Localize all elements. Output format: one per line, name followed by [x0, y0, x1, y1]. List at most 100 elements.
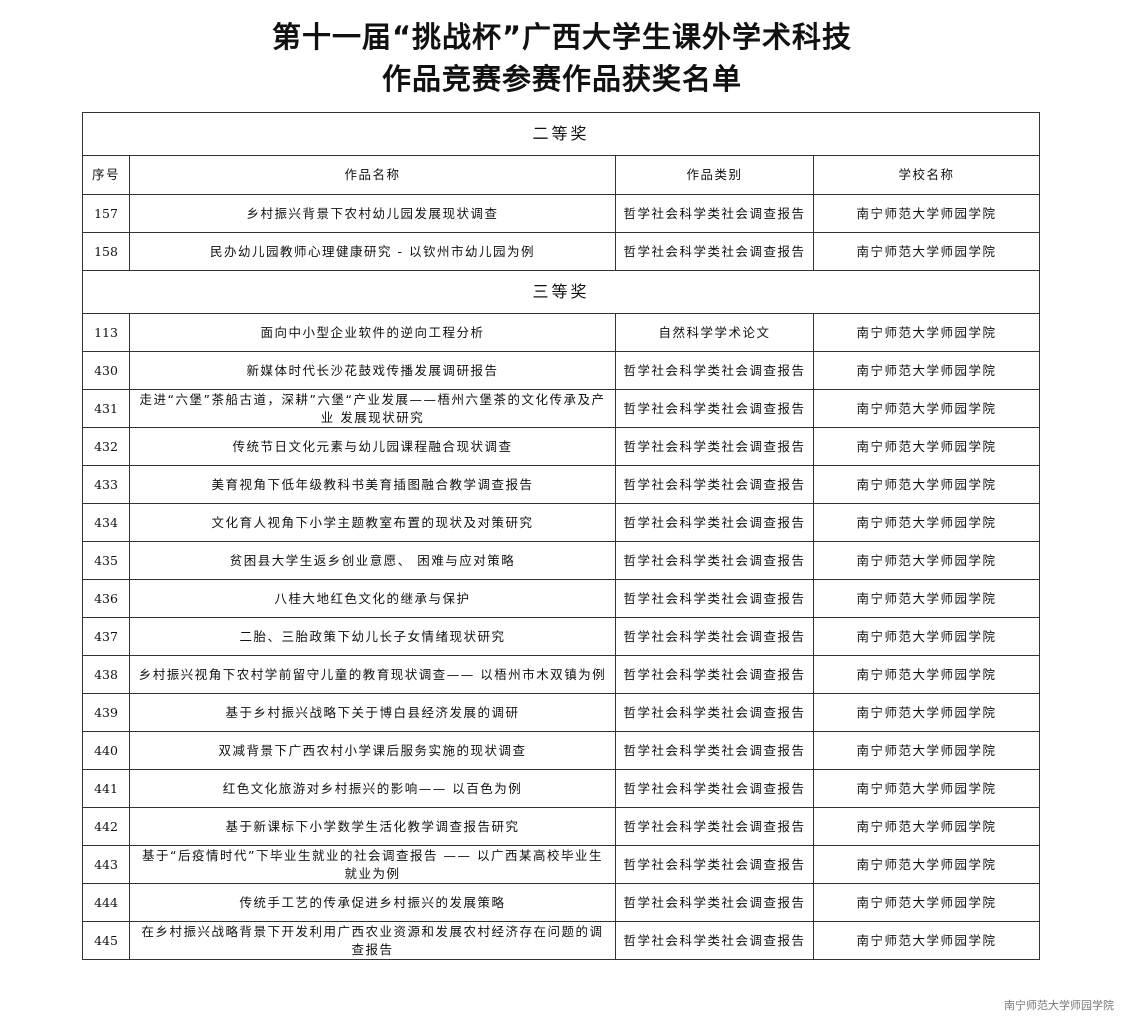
row-number: 434: [82, 503, 130, 542]
table-row: 113 面向中小型企业软件的逆向工程分析 自然科学学术论文 南宁师范大学师园学院: [82, 313, 1041, 352]
row-number: 437: [82, 617, 130, 656]
work-name: 民办幼儿园教师心理健康研究 - 以钦州市幼儿园为例: [129, 232, 616, 271]
work-name: 基于“后疫情时代”下毕业生就业的社会调查报告 —— 以广西某高校毕业生 就业为例: [129, 845, 616, 884]
work-category: 哲学社会科学类社会调查报告: [615, 389, 814, 428]
work-category: 哲学社会科学类社会调查报告: [615, 655, 814, 694]
table-row: 443 基于“后疫情时代”下毕业生就业的社会调查报告 —— 以广西某高校毕业生 就…: [82, 845, 1041, 884]
work-name: 乡村振兴视角下农村学前留守儿童的教育现状调查—— 以梧州市木双镇为例: [129, 655, 616, 694]
school-name: 南宁师范大学师园学院: [812, 845, 1041, 884]
school-name: 南宁师范大学师园学院: [812, 194, 1041, 233]
work-category: 哲学社会科学类社会调查报告: [615, 807, 814, 846]
row-number: 440: [82, 731, 130, 770]
footer-watermark: 南宁师范大学师园学院: [1004, 999, 1114, 1012]
work-name: 走进“六堡”茶船古道，深耕”六堡“产业发展——梧州六堡茶的文化传承及产业 发展现…: [129, 389, 616, 428]
work-name: 双减背景下广西农村小学课后服务实施的现状调查: [129, 731, 616, 770]
work-name: 面向中小型企业软件的逆向工程分析: [129, 313, 616, 352]
work-category: 哲学社会科学类社会调查报告: [615, 579, 814, 618]
row-number: 157: [82, 194, 130, 233]
school-name: 南宁师范大学师园学院: [812, 579, 1041, 618]
table-row: 444 传统手工艺的传承促进乡村振兴的发展策略 哲学社会科学类社会调查报告 南宁师范大…: [82, 883, 1041, 922]
table-row: 441 红色文化旅游对乡村振兴的影响—— 以百色为例 哲学社会科学类社会调查报告 南宁…: [82, 769, 1041, 808]
awards-table: 二等奖 序号 作品名称 作品类别 学校名称 157 乡村振兴背景下农村幼儿园发展现状调查 哲学…: [81, 112, 1041, 960]
table-row: 440 双减背景下广西农村小学课后服务实施的现状调查 哲学社会科学类社会调查报告 南宁…: [82, 731, 1041, 770]
table-row: 435 贫困县大学生返乡创业意愿、 困难与应对策略 哲学社会科学类社会调查报告 南宁师…: [82, 541, 1041, 580]
row-number: 443: [82, 845, 130, 884]
row-number: 439: [82, 693, 130, 732]
work-name: 乡村振兴背景下农村幼儿园发展现状调查: [129, 194, 616, 233]
work-category: 哲学社会科学类社会调查报告: [615, 845, 814, 884]
table-row: 431 走进“六堡”茶船古道，深耕”六堡“产业发展——梧州六堡茶的文化传承及产业 …: [82, 389, 1041, 428]
row-number: 430: [82, 351, 130, 390]
school-name: 南宁师范大学师园学院: [812, 389, 1041, 428]
school-name: 南宁师范大学师园学院: [812, 232, 1041, 271]
school-name: 南宁师范大学师园学院: [812, 351, 1041, 390]
school-name: 南宁师范大学师园学院: [812, 769, 1041, 808]
work-category: 哲学社会科学类社会调查报告: [615, 465, 814, 504]
work-name: 红色文化旅游对乡村振兴的影响—— 以百色为例: [129, 769, 616, 808]
work-name: 在乡村振兴战略背景下开发利用广西农业资源和发展农村经济存在问题的调查报告: [129, 921, 616, 960]
table-row: 445 在乡村振兴战略背景下开发利用广西农业资源和发展农村经济存在问题的调查报告哲…: [82, 921, 1041, 960]
school-name: 南宁师范大学师园学院: [812, 617, 1041, 656]
column-header-school: 学校名称: [812, 155, 1041, 195]
work-name: 美育视角下低年级教科书美育插图融合教学调查报告: [129, 465, 616, 504]
table-row: 438 乡村振兴视角下农村学前留守儿童的教育现状调查—— 以梧州市木双镇为例 哲学社…: [82, 655, 1041, 694]
table-row: 436 八桂大地红色文化的继承与保护 哲学社会科学类社会调查报告 南宁师范大学师园学院: [82, 579, 1041, 618]
row-number: 436: [82, 579, 130, 618]
document-subtitle: 作品竞赛参赛作品获奖名单: [381, 62, 742, 96]
row-number: 435: [82, 541, 130, 580]
school-name: 南宁师范大学师园学院: [812, 503, 1041, 542]
table-row: 433 美育视角下低年级教科书美育插图融合教学调查报告 哲学社会科学类社会调查报告南…: [82, 465, 1041, 504]
work-category: 哲学社会科学类社会调查报告: [615, 351, 814, 390]
table-row: 439 基于乡村振兴战略下关于博白县经济发展的调研 哲学社会科学类社会调查报告 南宁师…: [82, 693, 1041, 732]
work-name: 新媒体时代长沙花鼓戏传播发展调研报告: [129, 351, 616, 390]
work-category: 哲学社会科学类社会调查报告: [615, 617, 814, 656]
school-name: 南宁师范大学师园学院: [812, 313, 1041, 352]
school-name: 南宁师范大学师园学院: [812, 883, 1041, 922]
table-row: 434 文化育人视角下小学主题教室布置的现状及对策研究 哲学社会科学类社会调查报告南…: [82, 503, 1041, 542]
table-row: 442 基于新课标下小学数学生活化教学调查报告研究 哲学社会科学类社会调查报告 南宁师…: [82, 807, 1041, 846]
row-number: 431: [82, 389, 130, 428]
work-name: 二胎、三胎政策下幼儿长子女情绪现状研究: [129, 617, 616, 656]
row-number: 432: [82, 427, 130, 466]
school-name: 南宁师范大学师园学院: [812, 427, 1041, 466]
table-row: 430 新媒体时代长沙花鼓戏传播发展调研报告 哲学社会科学类社会调查报告 南宁师范大学…: [82, 351, 1041, 390]
column-header-row: 序号 作品名称 作品类别 学校名称: [82, 155, 1041, 195]
row-number: 158: [82, 232, 130, 271]
document-title: 第十一届“挑战杯”广西大学生课外学术科技: [271, 20, 853, 54]
section-header: 三等奖: [81, 270, 1041, 314]
row-number: 433: [82, 465, 130, 504]
work-name: 传统节日文化元素与幼儿园课程融合现状调查: [129, 427, 616, 466]
school-name: 南宁师范大学师园学院: [812, 693, 1041, 732]
table-row: 157 乡村振兴背景下农村幼儿园发展现状调查 哲学社会科学类社会调查报告 南宁师范大学…: [82, 194, 1041, 233]
section-header: 二等奖: [81, 112, 1041, 156]
work-category: 哲学社会科学类社会调查报告: [615, 921, 814, 960]
column-header-no: 序号: [82, 155, 130, 195]
row-number: 438: [82, 655, 130, 694]
school-name: 南宁师范大学师园学院: [812, 655, 1041, 694]
section-label: 二等奖: [81, 112, 1041, 156]
row-number: 442: [82, 807, 130, 846]
work-category: 哲学社会科学类社会调查报告: [615, 503, 814, 542]
school-name: 南宁师范大学师园学院: [812, 807, 1041, 846]
work-category: 哲学社会科学类社会调查报告: [615, 194, 814, 233]
school-name: 南宁师范大学师园学院: [812, 465, 1041, 504]
work-name: 贫困县大学生返乡创业意愿、 困难与应对策略: [129, 541, 616, 580]
work-name: 基于乡村振兴战略下关于博白县经济发展的调研: [129, 693, 616, 732]
work-name: 文化育人视角下小学主题教室布置的现状及对策研究: [129, 503, 616, 542]
row-number: 444: [82, 883, 130, 922]
row-number: 445: [82, 921, 130, 960]
work-category: 自然科学学术论文: [615, 313, 814, 352]
school-name: 南宁师范大学师园学院: [812, 921, 1041, 960]
work-category: 哲学社会科学类社会调查报告: [615, 693, 814, 732]
work-category: 哲学社会科学类社会调查报告: [615, 883, 814, 922]
column-header-category: 作品类别: [615, 155, 814, 195]
work-category: 哲学社会科学类社会调查报告: [615, 427, 814, 466]
work-name: 基于新课标下小学数学生活化教学调查报告研究: [129, 807, 616, 846]
work-category: 哲学社会科学类社会调查报告: [615, 769, 814, 808]
table-row: 158 民办幼儿园教师心理健康研究 - 以钦州市幼儿园为例 哲学社会科学类社会调查报…: [82, 232, 1041, 271]
school-name: 南宁师范大学师园学院: [812, 541, 1041, 580]
row-number: 441: [82, 769, 130, 808]
school-name: 南宁师范大学师园学院: [812, 731, 1041, 770]
table-row: 432 传统节日文化元素与幼儿园课程融合现状调查 哲学社会科学类社会调查报告 南宁师范…: [82, 427, 1041, 466]
section-label: 三等奖: [81, 270, 1041, 314]
